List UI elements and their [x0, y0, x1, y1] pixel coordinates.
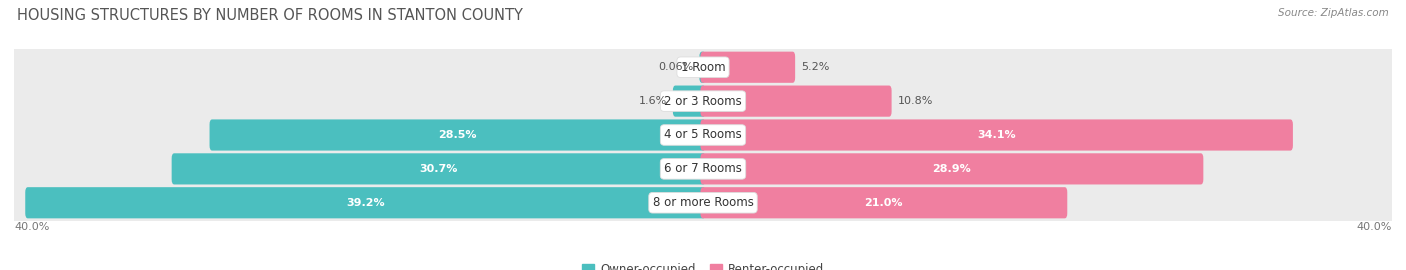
FancyBboxPatch shape	[700, 153, 1204, 184]
FancyBboxPatch shape	[13, 144, 1393, 193]
Text: Source: ZipAtlas.com: Source: ZipAtlas.com	[1278, 8, 1389, 18]
FancyBboxPatch shape	[13, 178, 1393, 227]
FancyBboxPatch shape	[172, 153, 706, 184]
FancyBboxPatch shape	[699, 52, 706, 83]
Text: 10.8%: 10.8%	[897, 96, 934, 106]
FancyBboxPatch shape	[673, 86, 706, 117]
Text: 34.1%: 34.1%	[977, 130, 1017, 140]
FancyBboxPatch shape	[209, 119, 706, 151]
Text: 40.0%: 40.0%	[14, 222, 49, 232]
Text: 6 or 7 Rooms: 6 or 7 Rooms	[664, 162, 742, 176]
FancyBboxPatch shape	[13, 43, 1393, 92]
Legend: Owner-occupied, Renter-occupied: Owner-occupied, Renter-occupied	[578, 259, 828, 270]
Text: 4 or 5 Rooms: 4 or 5 Rooms	[664, 129, 742, 141]
FancyBboxPatch shape	[700, 119, 1294, 151]
Text: 5.2%: 5.2%	[801, 62, 830, 72]
Text: 0.06%: 0.06%	[658, 62, 693, 72]
FancyBboxPatch shape	[13, 111, 1393, 159]
Text: 30.7%: 30.7%	[419, 164, 458, 174]
Text: 1 Room: 1 Room	[681, 61, 725, 74]
FancyBboxPatch shape	[700, 86, 891, 117]
Text: 39.2%: 39.2%	[346, 198, 385, 208]
Text: 8 or more Rooms: 8 or more Rooms	[652, 196, 754, 209]
Text: 40.0%: 40.0%	[1357, 222, 1392, 232]
Text: HOUSING STRUCTURES BY NUMBER OF ROOMS IN STANTON COUNTY: HOUSING STRUCTURES BY NUMBER OF ROOMS IN…	[17, 8, 523, 23]
FancyBboxPatch shape	[25, 187, 706, 218]
FancyBboxPatch shape	[700, 52, 796, 83]
Text: 1.6%: 1.6%	[638, 96, 666, 106]
Text: 28.5%: 28.5%	[439, 130, 477, 140]
Text: 21.0%: 21.0%	[865, 198, 903, 208]
FancyBboxPatch shape	[700, 187, 1067, 218]
Text: 28.9%: 28.9%	[932, 164, 972, 174]
Text: 2 or 3 Rooms: 2 or 3 Rooms	[664, 94, 742, 108]
FancyBboxPatch shape	[13, 77, 1393, 126]
